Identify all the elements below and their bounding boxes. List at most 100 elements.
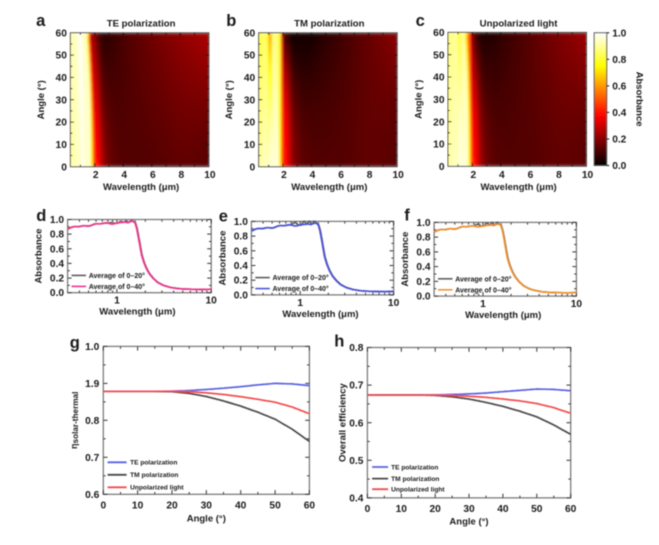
svg-text:60: 60 xyxy=(304,500,316,511)
svg-text:0.4: 0.4 xyxy=(234,261,248,272)
svg-text:20: 20 xyxy=(56,118,68,129)
svg-text:10: 10 xyxy=(582,170,594,181)
svg-text:1.0: 1.0 xyxy=(416,218,430,229)
svg-text:TM polarization: TM polarization xyxy=(391,476,439,483)
svg-text:20: 20 xyxy=(244,118,256,129)
svg-text:4: 4 xyxy=(499,170,505,181)
svg-text:4: 4 xyxy=(310,170,316,181)
svg-text:50: 50 xyxy=(531,504,543,515)
svg-text:g: g xyxy=(70,334,80,352)
svg-text:0.6: 0.6 xyxy=(612,82,626,93)
svg-text:6: 6 xyxy=(528,170,534,181)
svg-text:0.6: 0.6 xyxy=(349,418,363,429)
svg-text:40: 40 xyxy=(235,500,247,511)
svg-text:0.4: 0.4 xyxy=(416,262,430,273)
svg-text:TE polarization: TE polarization xyxy=(391,464,438,471)
svg-text:50: 50 xyxy=(269,500,281,511)
svg-text:e: e xyxy=(219,207,228,225)
svg-text:TM polarization: TM polarization xyxy=(130,472,178,479)
svg-text:TE polarization: TE polarization xyxy=(130,460,177,467)
svg-text:60: 60 xyxy=(56,28,68,39)
svg-text:Average of 0–20°: Average of 0–20° xyxy=(89,272,145,280)
svg-text:0.8: 0.8 xyxy=(612,55,626,66)
svg-text:0.5: 0.5 xyxy=(349,456,363,467)
svg-text:10: 10 xyxy=(571,299,583,310)
svg-text:0.0: 0.0 xyxy=(234,290,248,301)
svg-text:Average of 0–40°: Average of 0–40° xyxy=(89,283,145,291)
svg-text:20: 20 xyxy=(166,500,178,511)
svg-text:0: 0 xyxy=(61,162,67,173)
svg-text:8: 8 xyxy=(178,170,184,181)
svg-text:30: 30 xyxy=(201,500,213,511)
svg-text:Absorbance: Absorbance xyxy=(34,229,45,284)
svg-text:Angle (°): Angle (°) xyxy=(414,80,425,119)
svg-text:Wavelength (μm): Wavelength (μm) xyxy=(282,309,358,320)
svg-text:60: 60 xyxy=(433,28,445,39)
svg-text:0.8: 0.8 xyxy=(50,230,64,241)
svg-text:10: 10 xyxy=(244,140,256,151)
svg-text:30: 30 xyxy=(433,95,445,106)
svg-text:0.2: 0.2 xyxy=(612,135,626,146)
svg-text:d: d xyxy=(36,207,46,225)
svg-text:Unpolarized light: Unpolarized light xyxy=(391,487,445,494)
svg-text:1: 1 xyxy=(480,299,486,310)
svg-text:0.7: 0.7 xyxy=(85,453,99,464)
svg-text:60: 60 xyxy=(244,28,256,39)
svg-text:Wavelength (μm): Wavelength (μm) xyxy=(291,182,367,193)
svg-text:0.6: 0.6 xyxy=(416,247,430,258)
svg-text:1.0: 1.0 xyxy=(234,217,248,228)
svg-text:20: 20 xyxy=(430,504,442,515)
svg-text:0: 0 xyxy=(100,500,106,511)
svg-text:1: 1 xyxy=(297,298,303,309)
svg-text:0.0: 0.0 xyxy=(50,288,64,299)
svg-text:40: 40 xyxy=(433,73,445,84)
svg-text:0.2: 0.2 xyxy=(234,276,248,287)
svg-text:Average of 0–20°: Average of 0–20° xyxy=(455,275,511,283)
svg-text:0.6: 0.6 xyxy=(85,490,99,501)
svg-text:f: f xyxy=(404,206,410,224)
svg-text:Unpolarized light: Unpolarized light xyxy=(130,485,184,492)
svg-text:0.4: 0.4 xyxy=(349,494,363,505)
svg-text:ηsolar-thermal: ηsolar-thermal xyxy=(69,392,80,449)
svg-text:Wavelength (μm): Wavelength (μm) xyxy=(99,307,175,318)
svg-text:40: 40 xyxy=(56,73,68,84)
svg-text:0.2: 0.2 xyxy=(416,277,430,288)
svg-text:1.9: 1.9 xyxy=(85,379,99,390)
svg-text:h: h xyxy=(334,332,344,350)
svg-text:0.4: 0.4 xyxy=(612,108,626,119)
svg-text:6: 6 xyxy=(338,170,344,181)
svg-text:Average of 0–20°: Average of 0–20° xyxy=(273,274,329,282)
svg-text:Angle (°): Angle (°) xyxy=(449,517,488,528)
svg-text:2: 2 xyxy=(281,170,287,181)
svg-text:1.0: 1.0 xyxy=(612,28,626,39)
svg-text:2: 2 xyxy=(470,170,476,181)
svg-text:60: 60 xyxy=(565,504,577,515)
svg-text:10: 10 xyxy=(396,504,408,515)
svg-text:10: 10 xyxy=(206,296,218,307)
svg-text:1.0: 1.0 xyxy=(85,342,99,353)
svg-text:40: 40 xyxy=(497,504,509,515)
svg-text:Overall efficiency: Overall efficiency xyxy=(338,383,349,462)
svg-text:10: 10 xyxy=(132,500,144,511)
svg-text:Angle (°): Angle (°) xyxy=(36,80,47,119)
svg-text:6: 6 xyxy=(150,170,156,181)
svg-text:0.8: 0.8 xyxy=(85,416,99,427)
svg-text:c: c xyxy=(416,12,425,30)
svg-text:0.8: 0.8 xyxy=(416,233,430,244)
svg-text:0: 0 xyxy=(439,162,445,173)
svg-text:TE polarization: TE polarization xyxy=(107,19,176,30)
svg-text:10: 10 xyxy=(56,140,68,151)
svg-text:50: 50 xyxy=(244,51,256,62)
svg-text:Unpolarized light: Unpolarized light xyxy=(480,19,559,30)
svg-text:a: a xyxy=(36,12,46,30)
svg-text:8: 8 xyxy=(367,170,373,181)
svg-text:Wavelength (μm): Wavelength (μm) xyxy=(481,182,557,193)
svg-text:TM polarization: TM polarization xyxy=(294,19,364,30)
svg-text:Absorbance: Absorbance xyxy=(634,72,645,127)
svg-text:0.4: 0.4 xyxy=(50,259,64,270)
svg-text:Average of 0–40°: Average of 0–40° xyxy=(273,285,329,293)
svg-text:0.8: 0.8 xyxy=(234,232,248,243)
svg-text:Wavelength (μm): Wavelength (μm) xyxy=(465,310,541,321)
svg-text:50: 50 xyxy=(56,51,68,62)
svg-text:1: 1 xyxy=(114,296,120,307)
